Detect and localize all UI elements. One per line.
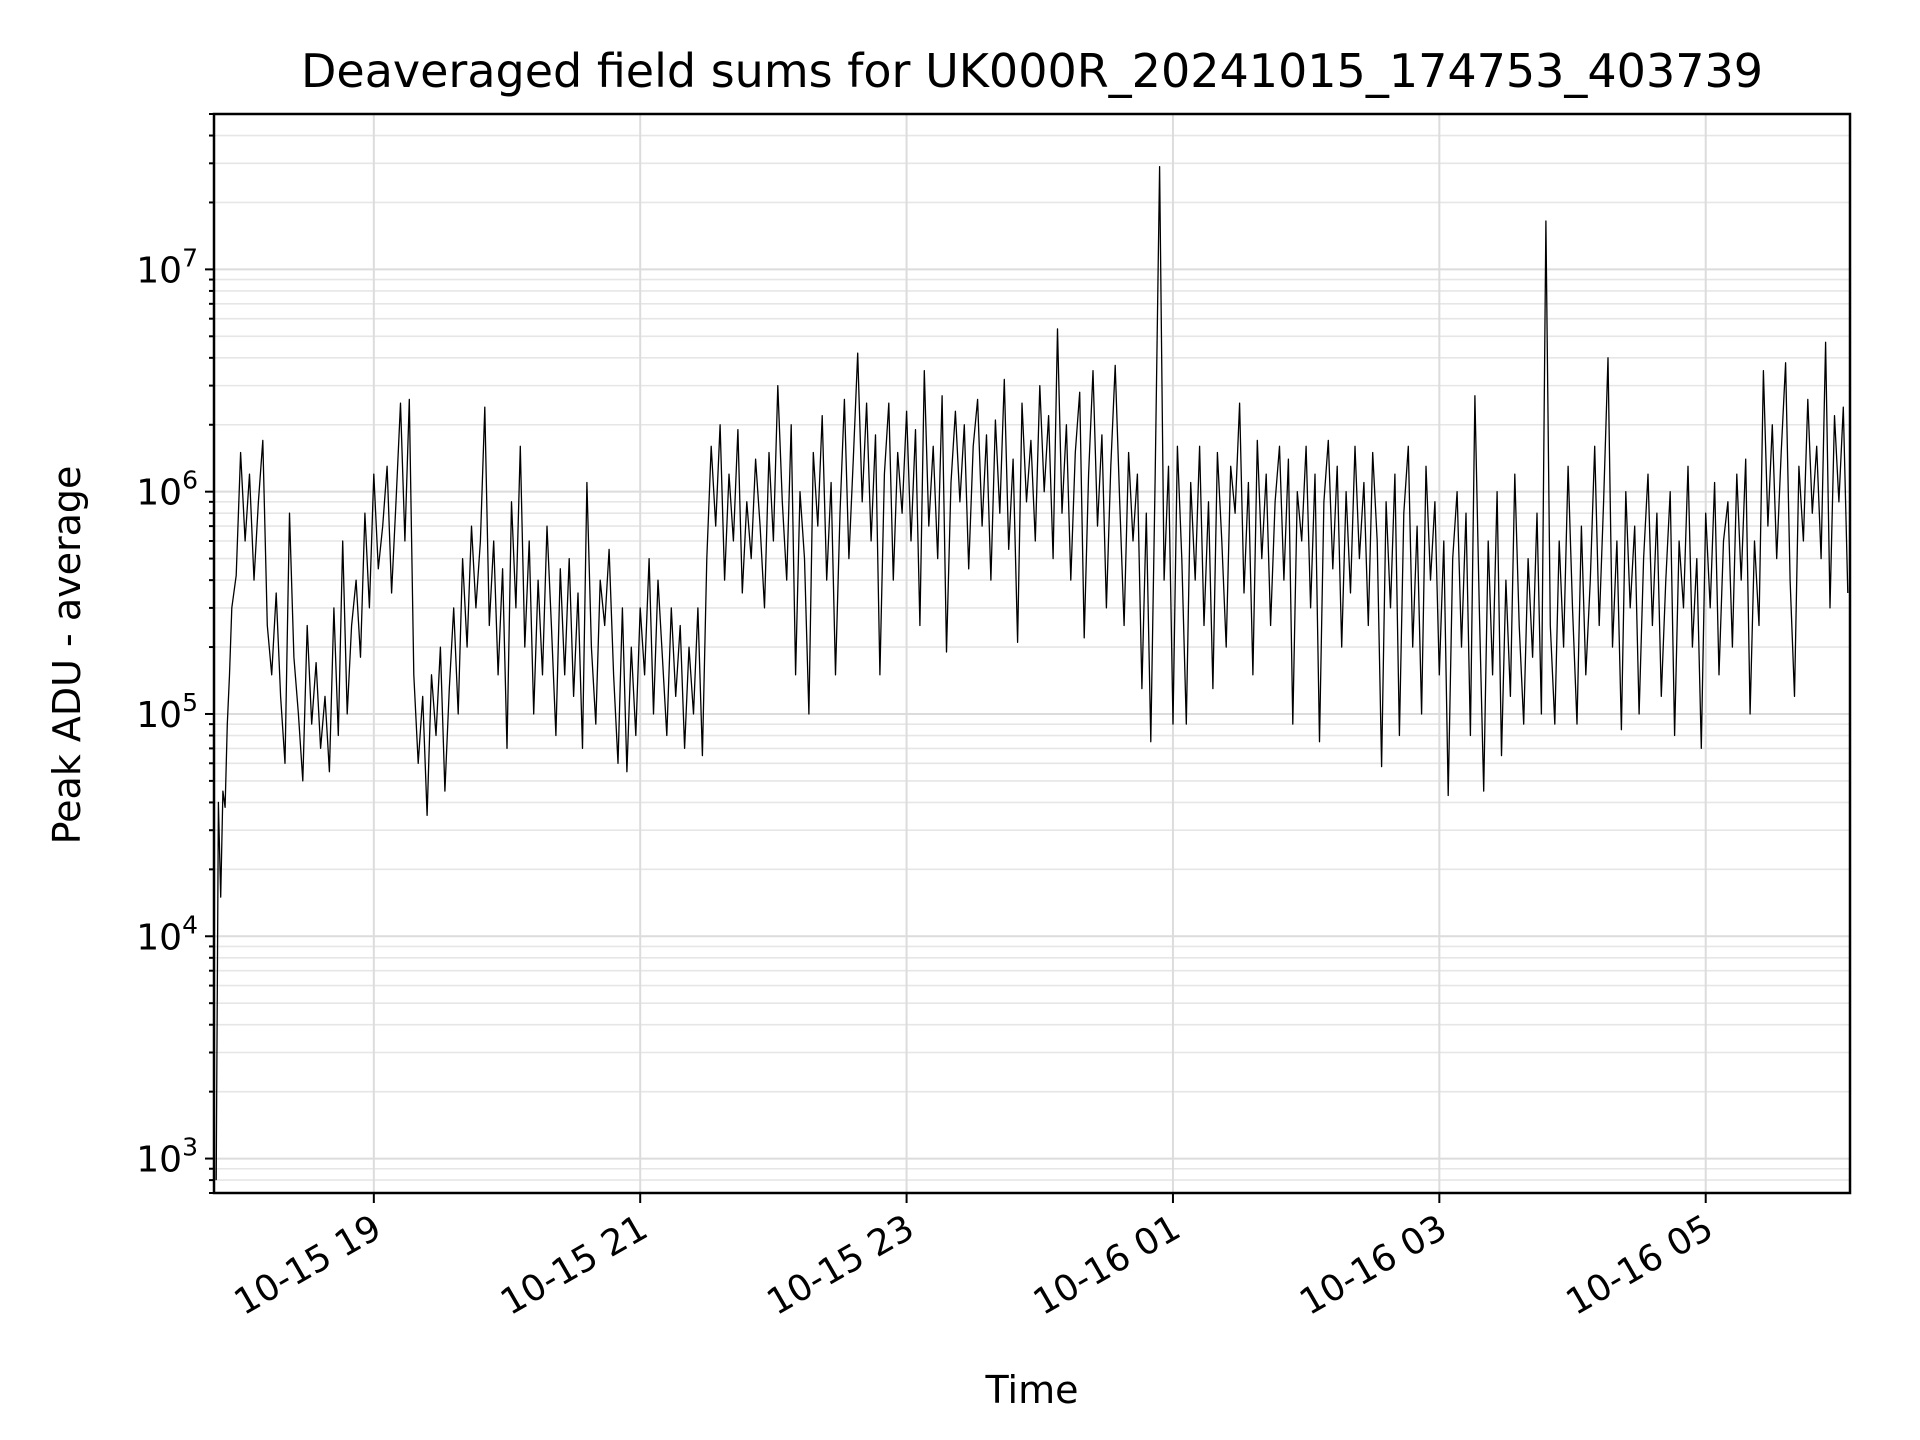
y-tick-label: 105 [136, 688, 198, 736]
series-layer [215, 165, 1849, 1181]
y-tick-label: 103 [136, 1133, 198, 1181]
chart-title: Deaveraged field sums for UK000R_2024101… [301, 44, 1763, 98]
y-tick-label: 107 [136, 243, 198, 291]
y-axis-label: Peak ADU - average [45, 466, 89, 845]
plot-frame [212, 112, 1852, 1195]
y-tick-label: 104 [136, 910, 198, 958]
x-axis-label: Time [985, 1368, 1079, 1412]
y-tick-label: 106 [136, 466, 198, 514]
series-line [215, 165, 1849, 1181]
